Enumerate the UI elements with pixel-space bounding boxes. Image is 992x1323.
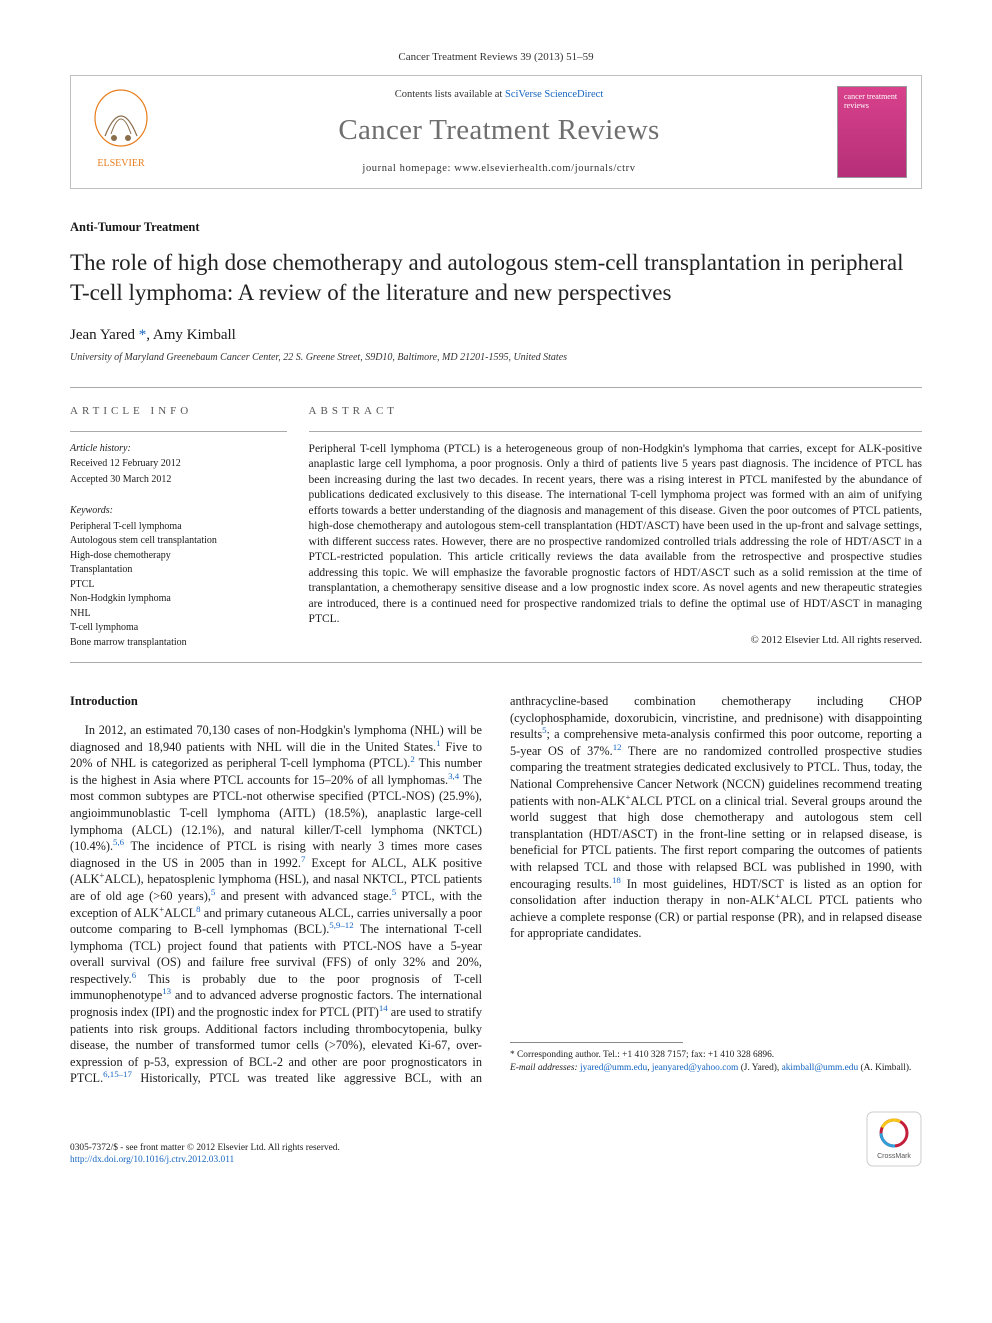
footnotes: * Corresponding author. Tel.: +1 410 328… [510, 1049, 922, 1074]
email-addresses-line: E-mail addresses: jyared@umm.edu, jeanya… [510, 1062, 922, 1075]
contents-available-line: Contents lists available at SciVerse Sci… [175, 88, 823, 102]
journal-reference: Cancer Treatment Reviews 39 (2013) 51–59 [70, 50, 922, 65]
author-list: Jean Yared *, Amy Kimball [70, 325, 922, 345]
homepage-prefix: journal homepage: [362, 163, 454, 174]
abstract-heading: ABSTRACT [309, 404, 922, 419]
keyword: PTCL [70, 578, 287, 592]
crossmark-badge[interactable]: CrossMark [866, 1111, 922, 1167]
svg-text:ELSEVIER: ELSEVIER [97, 158, 145, 169]
history-received: Received 12 February 2012 [70, 457, 287, 471]
body-two-column: Introduction In 2012, an estimated 70,13… [70, 693, 922, 1087]
info-abstract-row: ARTICLE INFO Article history: Received 1… [70, 387, 922, 663]
keyword: NHL [70, 607, 287, 621]
journal-homepage-line: journal homepage: www.elsevierhealth.com… [175, 162, 823, 176]
email-list: jyared@umm.edu, jeanyared@yahoo.com (J. … [580, 1063, 911, 1073]
keyword: Autologous stem cell transplantation [70, 534, 287, 548]
keyword: Transplantation [70, 563, 287, 577]
history-accepted: Accepted 30 March 2012 [70, 473, 287, 487]
contents-prefix: Contents lists available at [395, 89, 505, 100]
abstract-column: ABSTRACT Peripheral T-cell lymphoma (PTC… [309, 404, 922, 662]
keyword: T-cell lymphoma [70, 621, 287, 635]
elsevier-logo: ELSEVIER [85, 86, 157, 179]
corresponding-author-note: * Corresponding author. Tel.: +1 410 328… [510, 1049, 922, 1062]
homepage-url[interactable]: www.elsevierhealth.com/journals/ctrv [454, 163, 635, 174]
keywords-label: Keywords: [70, 504, 287, 518]
keyword: Bone marrow transplantation [70, 636, 287, 650]
keyword: Peripheral T-cell lymphoma [70, 520, 287, 534]
abstract-copyright: © 2012 Elsevier Ltd. All rights reserved… [309, 634, 922, 648]
svg-text:CrossMark: CrossMark [877, 1153, 911, 1160]
page-footer: 0305-7372/$ - see front matter © 2012 El… [70, 1111, 922, 1167]
footnote-separator [510, 1042, 683, 1043]
article-info-heading: ARTICLE INFO [70, 404, 287, 419]
email-label: E-mail addresses: [510, 1063, 580, 1073]
masthead-center: Contents lists available at SciVerse Sci… [175, 88, 823, 175]
journal-cover-thumbnail: cancer treatment reviews [837, 86, 907, 178]
article-type: Anti-Tumour Treatment [70, 219, 922, 236]
cover-thumb-title: cancer treatment reviews [844, 93, 900, 111]
sciencedirect-link[interactable]: SciVerse ScienceDirect [505, 89, 603, 100]
keywords-list: Peripheral T-cell lymphomaAutologous ste… [70, 520, 287, 650]
abstract-text: Peripheral T-cell lymphoma (PTCL) is a h… [309, 442, 922, 628]
doi-link[interactable]: http://dx.doi.org/10.1016/j.ctrv.2012.03… [70, 1154, 340, 1167]
issn-copyright-line: 0305-7372/$ - see front matter © 2012 El… [70, 1142, 340, 1155]
journal-name: Cancer Treatment Reviews [175, 111, 823, 150]
author-affiliation: University of Maryland Greenebaum Cancer… [70, 351, 922, 365]
page: Cancer Treatment Reviews 39 (2013) 51–59… [0, 0, 992, 1207]
introduction-paragraph: In 2012, an estimated 70,130 cases of no… [70, 693, 922, 1087]
introduction-heading: Introduction [70, 693, 482, 710]
keyword: High-dose chemotherapy [70, 549, 287, 563]
history-label: Article history: [70, 442, 287, 456]
footer-left: 0305-7372/$ - see front matter © 2012 El… [70, 1142, 340, 1167]
article-info-column: ARTICLE INFO Article history: Received 1… [70, 404, 309, 662]
article-title: The role of high dose chemotherapy and a… [70, 248, 922, 307]
keyword: Non-Hodgkin lymphoma [70, 592, 287, 606]
journal-masthead: ELSEVIER Contents lists available at Sci… [70, 75, 922, 190]
